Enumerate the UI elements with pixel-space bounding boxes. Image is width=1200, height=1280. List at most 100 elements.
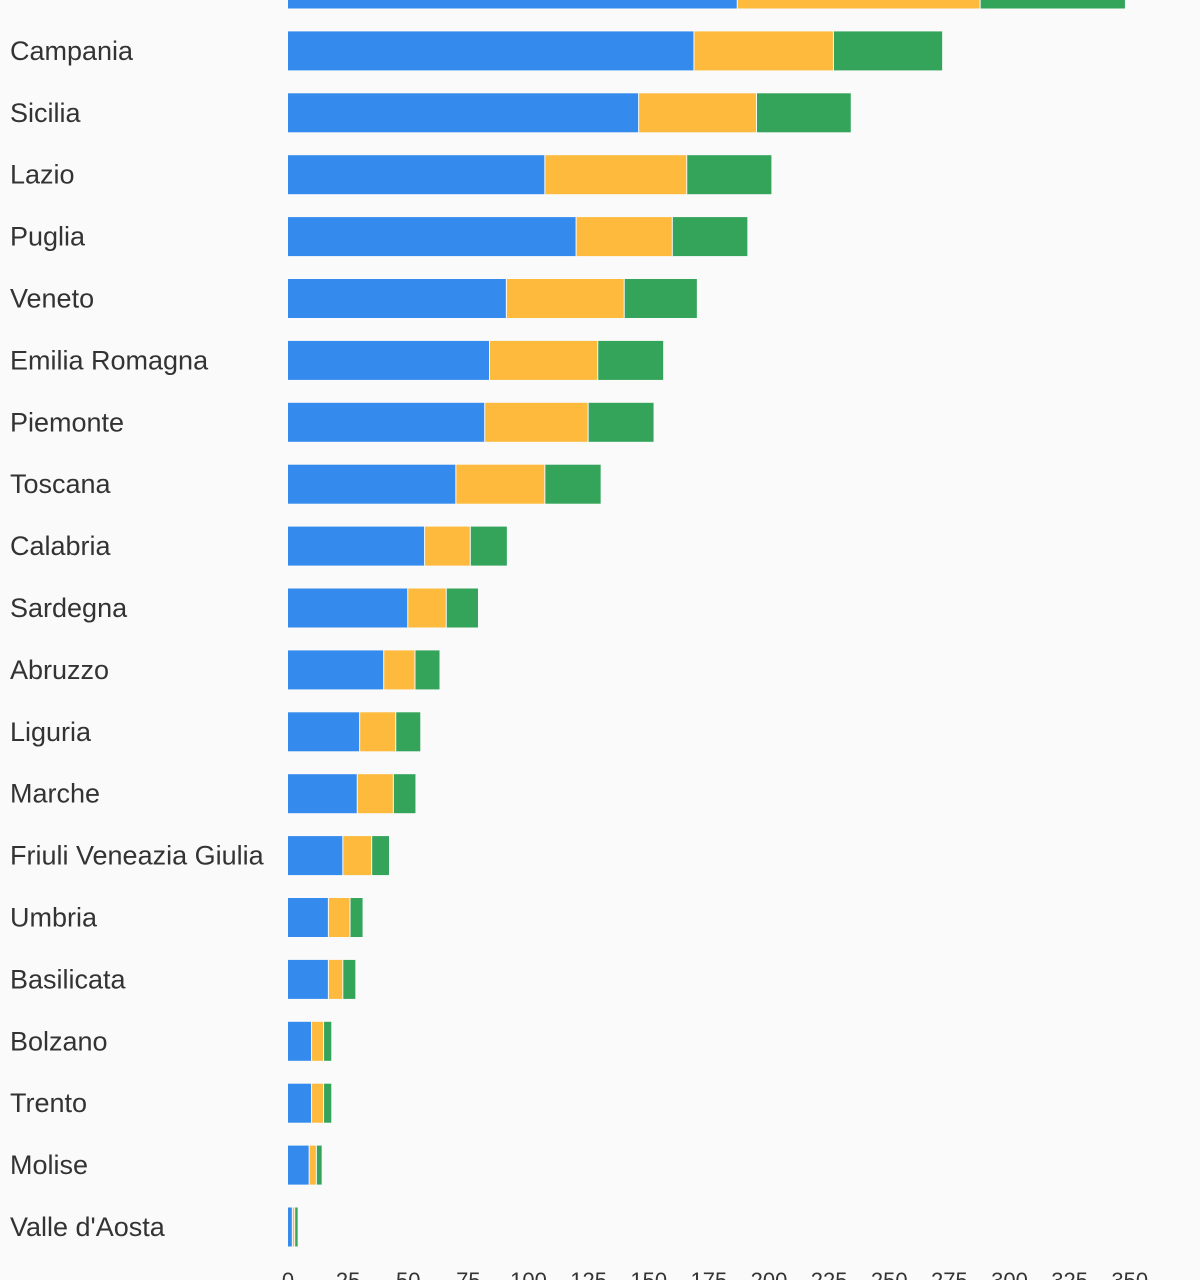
bar-liguria-segment-2	[360, 712, 396, 752]
bar-sardegna-segment-3	[446, 588, 478, 628]
bar-toscana-segment-3	[545, 464, 601, 504]
bar-sicilia-segment-1	[288, 93, 639, 133]
category-label-bolzano: Bolzano	[10, 1026, 108, 1056]
bar-trento-segment-2	[312, 1083, 324, 1123]
bar-valle-d-aosta-segment-1	[288, 1207, 292, 1247]
bar-marche-segment-3	[393, 774, 416, 814]
bar-molise-segment-2	[309, 1145, 316, 1185]
category-label-puglia: Puglia	[10, 222, 86, 252]
x-tick-label-250: 250	[871, 1268, 908, 1280]
bar-toscana-segment-2	[456, 464, 545, 504]
x-tick-label-200: 200	[751, 1268, 788, 1280]
category-label-piemonte: Piemonte	[10, 407, 124, 437]
bar-valle-d-aosta-segment-2	[292, 1207, 295, 1247]
bar-campania-segment-1	[288, 31, 694, 71]
category-label-molise: Molise	[10, 1150, 88, 1180]
bar-calabria-segment-2	[425, 526, 470, 566]
bar-veneto-segment-3	[624, 279, 697, 318]
bar-liguria-segment-1	[288, 712, 360, 752]
bar-campania-segment-2	[694, 31, 833, 71]
bar-campania-segment-3	[833, 31, 943, 71]
category-label-sardegna: Sardegna	[10, 593, 128, 623]
bar-valle-d-aosta-segment-3	[295, 1207, 298, 1247]
bar-marche-segment-1	[288, 774, 357, 814]
bar-friuli-veneazia-giulia-segment-3	[372, 836, 390, 876]
x-tick-label-325: 325	[1051, 1268, 1088, 1280]
bar-friuli-veneazia-giulia-segment-2	[343, 836, 372, 876]
bar-basilicata-segment-1	[288, 959, 328, 999]
bar-liguria-segment-3	[396, 712, 421, 752]
bar-trento-segment-1	[288, 1083, 312, 1123]
bar-emilia-romagna-segment-1	[288, 340, 490, 380]
bar-row-0-segment-2	[737, 0, 980, 9]
bar-basilicata-segment-2	[328, 959, 343, 999]
bar-molise-segment-1	[288, 1145, 309, 1185]
x-tick-label-175: 175	[691, 1268, 728, 1280]
bar-calabria-segment-3	[470, 526, 507, 566]
x-tick-label-125: 125	[570, 1268, 607, 1280]
category-label-campania: Campania	[10, 36, 134, 66]
x-tick-label-225: 225	[811, 1268, 848, 1280]
category-label-liguria: Liguria	[10, 717, 92, 747]
category-label-veneto: Veneto	[10, 284, 94, 314]
bar-umbria-segment-3	[350, 898, 363, 937]
category-label-trento: Trento	[10, 1088, 87, 1118]
bar-umbria-segment-1	[288, 898, 328, 937]
bar-piemonte-segment-3	[588, 402, 654, 442]
bar-bolzano-segment-2	[312, 1021, 324, 1061]
x-tick-label-300: 300	[991, 1268, 1028, 1280]
bar-molise-segment-3	[316, 1145, 322, 1185]
bar-abruzzo-segment-1	[288, 650, 384, 690]
bar-lazio-segment-2	[545, 155, 687, 195]
x-tick-label-0: 0	[282, 1268, 294, 1280]
bar-marche-segment-2	[357, 774, 393, 814]
category-label-basilicata: Basilicata	[10, 964, 127, 994]
bar-umbria-segment-2	[328, 898, 350, 937]
bar-bolzano-segment-3	[324, 1021, 332, 1061]
bar-friuli-veneazia-giulia-segment-1	[288, 836, 343, 876]
bar-emilia-romagna-segment-3	[598, 340, 664, 380]
x-axis-ticks: 0 25 50 75 100 125 150 175 200 225 250 275 300 325 350	[282, 1268, 1148, 1280]
bar-abruzzo-segment-2	[384, 650, 415, 690]
bar-calabria-segment-1	[288, 526, 425, 566]
bar-lazio-segment-1	[288, 155, 545, 195]
category-label-sicilia: Sicilia	[10, 98, 82, 128]
category-label-toscana: Toscana	[10, 469, 112, 499]
bar-sardegna-segment-1	[288, 588, 408, 628]
category-label-friuli-veneazia-giulia: Friuli Veneazia Giulia	[10, 841, 265, 871]
bar-lazio-segment-3	[687, 155, 772, 195]
bar-piemonte-segment-2	[485, 402, 588, 442]
bar-row-0-segment-3	[980, 0, 1125, 9]
bar-sicilia-segment-2	[639, 93, 756, 133]
x-tick-label-350: 350	[1111, 1268, 1148, 1280]
x-tick-label-75: 75	[456, 1268, 480, 1280]
bar-piemonte-segment-1	[288, 402, 485, 442]
category-label-calabria: Calabria	[10, 531, 112, 561]
bar-basilicata-segment-3	[343, 959, 356, 999]
x-tick-label-100: 100	[510, 1268, 547, 1280]
bar-toscana-segment-1	[288, 464, 456, 504]
category-label-abruzzo: Abruzzo	[10, 655, 109, 685]
x-tick-label-50: 50	[396, 1268, 420, 1280]
category-label-umbria: Umbria	[10, 903, 98, 933]
bar-bolzano-segment-1	[288, 1021, 312, 1061]
category-label-lazio: Lazio	[10, 160, 75, 190]
category-label-emilia-romagna: Emilia Romagna	[10, 345, 209, 375]
bar-veneto-segment-2	[506, 279, 624, 318]
bar-veneto-segment-1	[288, 279, 506, 318]
x-tick-label-25: 25	[336, 1268, 360, 1280]
x-tick-label-275: 275	[931, 1268, 968, 1280]
bar-sardegna-segment-2	[408, 588, 446, 628]
bar-puglia-segment-1	[288, 217, 576, 257]
category-label-marche: Marche	[10, 779, 100, 809]
bar-puglia-segment-2	[576, 217, 672, 257]
category-labels: Campania Sicilia Lazio Puglia Veneto Emilia R…	[10, 36, 265, 1242]
category-label-valle-d-aosta: Valle d'Aosta	[10, 1212, 166, 1242]
bar-row-0-segment-1	[288, 0, 737, 9]
bar-emilia-romagna-segment-2	[490, 340, 598, 380]
bars	[288, 0, 1125, 1247]
bar-trento-segment-3	[324, 1083, 332, 1123]
bar-abruzzo-segment-3	[415, 650, 440, 690]
bar-puglia-segment-3	[672, 217, 748, 257]
